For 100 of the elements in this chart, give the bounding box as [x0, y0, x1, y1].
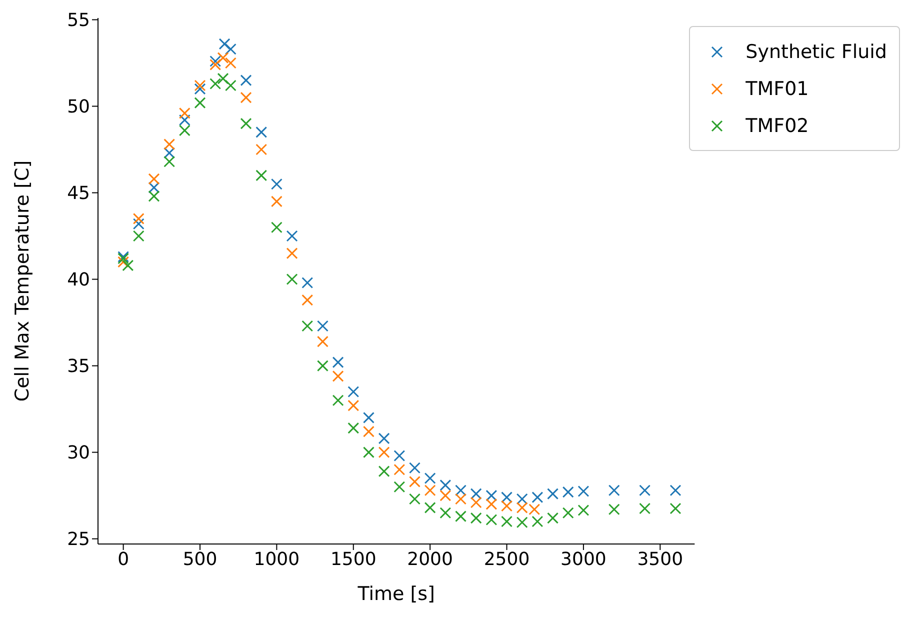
point: [256, 126, 268, 138]
point: [378, 446, 390, 458]
point: [164, 138, 176, 150]
x-tick-label: 2500: [484, 548, 530, 570]
point: [639, 502, 651, 514]
x-tick-label: 2000: [407, 548, 453, 570]
point: [408, 462, 420, 474]
point: [194, 83, 206, 95]
point: [348, 400, 360, 412]
point: [394, 450, 406, 462]
point: [532, 516, 544, 528]
point: [532, 492, 544, 504]
point: [240, 118, 252, 130]
point: [440, 490, 452, 502]
point: [608, 504, 620, 516]
point: [578, 504, 590, 516]
point: [178, 124, 190, 136]
point: [210, 58, 222, 70]
y-tick-label: 30: [67, 442, 90, 464]
point: [132, 212, 144, 224]
point: [224, 57, 236, 69]
legend-label: TMF01: [746, 78, 809, 100]
point: [332, 370, 344, 382]
legend-label: Synthetic Fluid: [746, 40, 887, 62]
x-tick-label: 3500: [637, 548, 684, 570]
point: [362, 426, 374, 438]
point: [670, 484, 682, 496]
point: [408, 476, 420, 488]
point: [240, 92, 252, 104]
legend-label: TMF02: [746, 114, 809, 136]
point: [455, 510, 466, 522]
point: [316, 320, 328, 332]
point: [286, 230, 298, 242]
point: [501, 492, 513, 504]
y-tick-label: 50: [67, 96, 90, 118]
y-tick-label: 35: [67, 356, 90, 378]
point: [256, 144, 268, 156]
y-tick-label: 55: [67, 10, 90, 32]
point: [394, 481, 406, 493]
point: [501, 516, 513, 528]
point: [332, 394, 344, 406]
x-tick-label: 500: [182, 548, 218, 570]
point: [224, 80, 236, 92]
point: [224, 43, 236, 55]
point: [164, 156, 176, 168]
point: [486, 514, 498, 526]
point: [578, 485, 590, 497]
point: [164, 147, 176, 159]
point: [562, 486, 574, 498]
point: [270, 222, 282, 234]
point: [286, 274, 298, 286]
point: [210, 78, 222, 90]
point: [470, 488, 482, 500]
point: [194, 97, 206, 109]
point: [608, 484, 620, 496]
point: [378, 432, 390, 444]
point: [256, 170, 268, 182]
point: [455, 484, 466, 496]
point: [302, 320, 314, 332]
point: [194, 80, 206, 92]
y-tick-label: 25: [67, 529, 90, 550]
point: [217, 52, 229, 64]
point: [148, 182, 160, 194]
point: [316, 336, 328, 348]
point: [286, 248, 298, 260]
point: [486, 498, 498, 510]
point: [455, 493, 466, 505]
point: [148, 190, 160, 202]
point: [424, 502, 436, 514]
point: [424, 472, 436, 484]
point: [240, 74, 252, 86]
point: [217, 72, 229, 84]
point: [132, 230, 144, 242]
point: [122, 260, 134, 272]
point: [348, 386, 360, 398]
point: [501, 500, 513, 512]
point: [394, 464, 406, 476]
point: [178, 107, 190, 119]
point: [148, 173, 160, 185]
point: [348, 422, 360, 434]
point: [378, 466, 390, 478]
point: [302, 294, 314, 306]
point: [516, 493, 528, 505]
point: [302, 276, 314, 288]
point: [424, 484, 436, 496]
point: [408, 493, 420, 505]
point: [270, 196, 282, 208]
y-axis-title: Cell Max Temperature [C]: [12, 160, 34, 402]
point: [470, 512, 482, 524]
point: [440, 479, 452, 491]
x-tick-label: 0: [118, 548, 130, 570]
point: [516, 516, 528, 528]
point: [362, 446, 374, 458]
point: [486, 490, 498, 502]
point: [118, 256, 130, 268]
point: [470, 496, 482, 508]
y-tick-label: 45: [67, 183, 90, 204]
point: [639, 484, 651, 496]
y-tick-label: 40: [67, 270, 90, 291]
point: [210, 56, 222, 68]
